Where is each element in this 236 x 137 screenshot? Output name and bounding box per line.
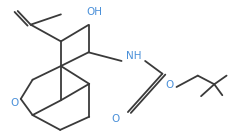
Text: O: O: [112, 114, 120, 124]
Text: NH: NH: [126, 51, 141, 61]
Text: O: O: [10, 99, 18, 108]
Text: O: O: [166, 80, 174, 90]
Text: OH: OH: [86, 7, 102, 17]
